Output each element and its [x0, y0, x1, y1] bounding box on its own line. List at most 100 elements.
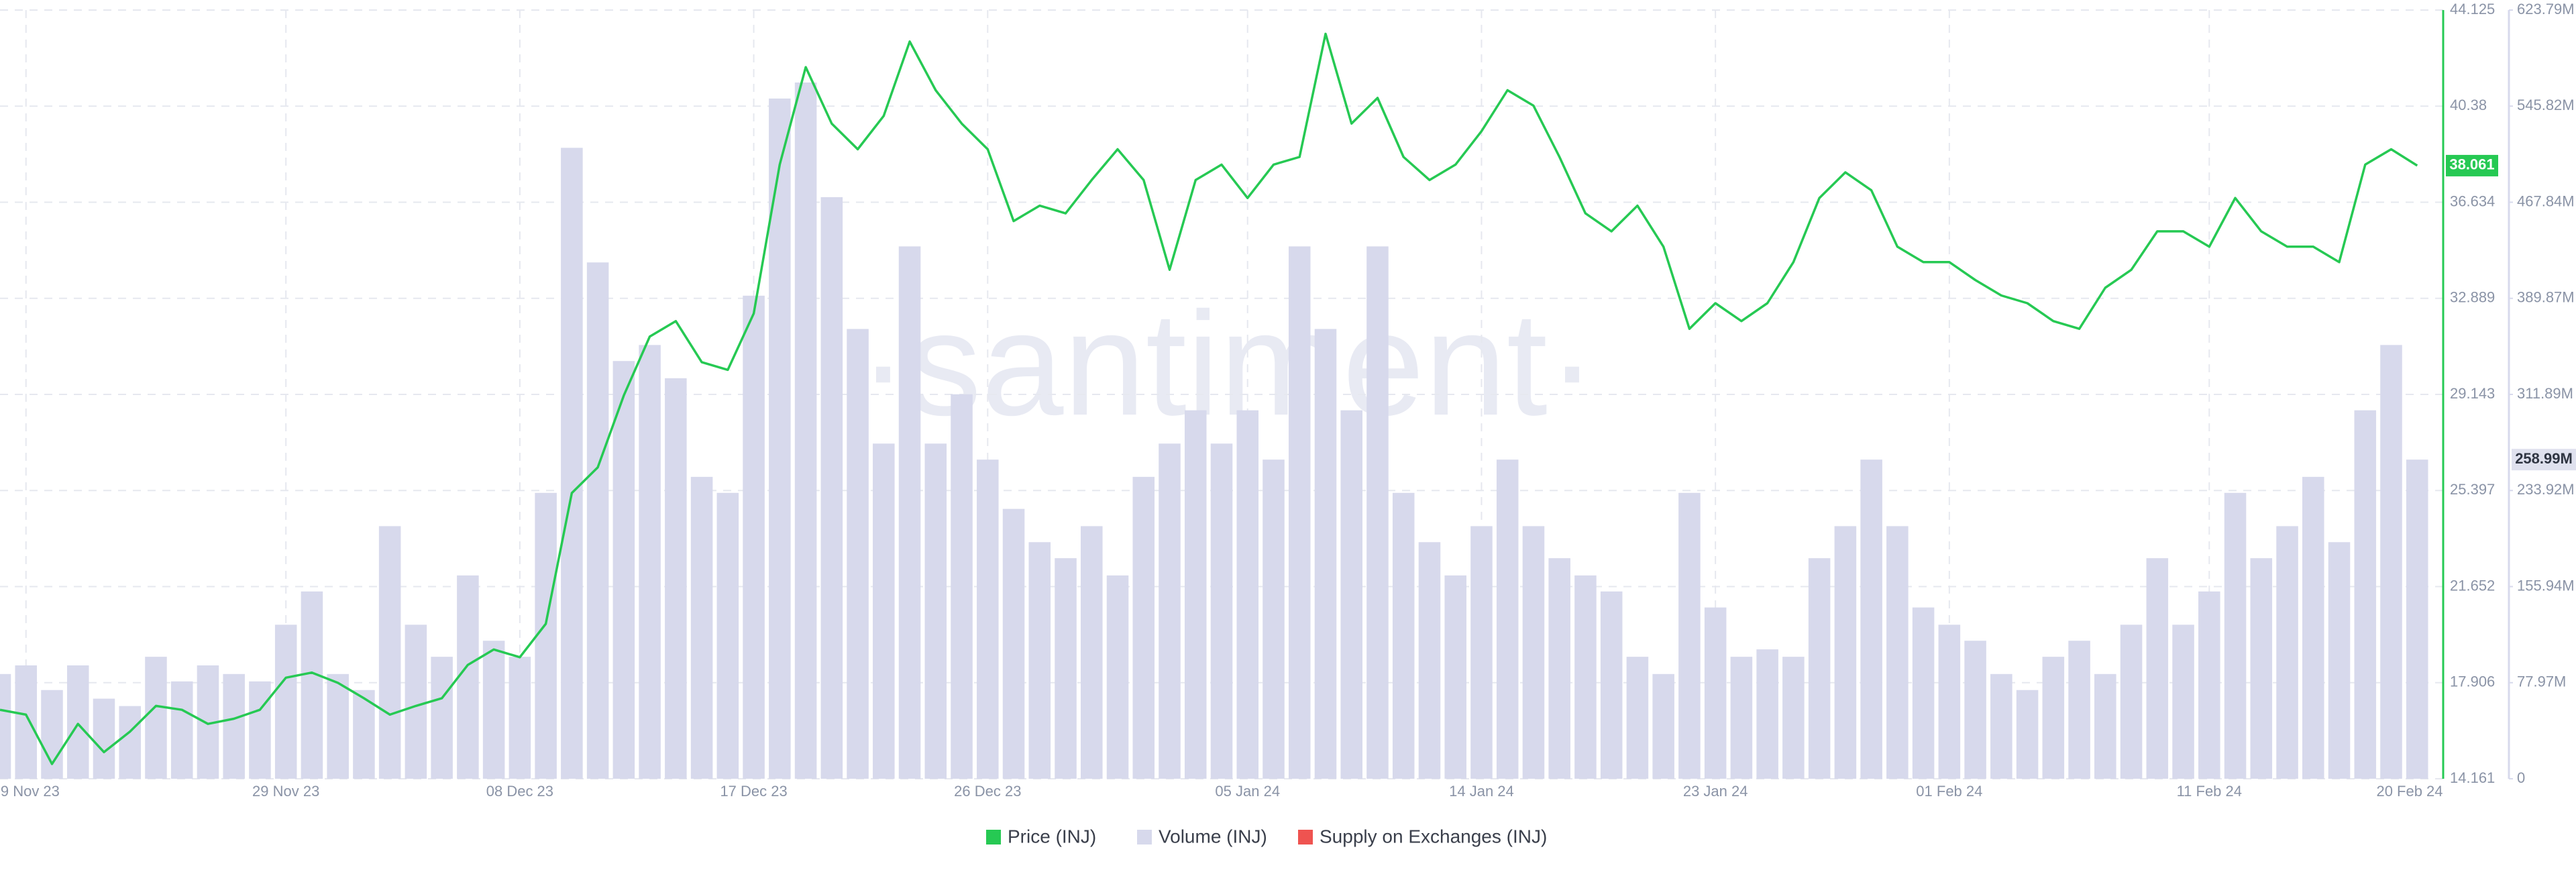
- y-tick-label: 44.125: [2450, 1, 2495, 17]
- y-tick-label: 17.906: [2450, 673, 2495, 690]
- volume-bar: [1028, 542, 1051, 779]
- volume-bar: [1522, 526, 1545, 779]
- volume-bar: [1886, 526, 1909, 779]
- volume-bar: [2016, 690, 2039, 779]
- volume-bar: [1782, 657, 1805, 779]
- volume-bar: [1366, 246, 1389, 779]
- volume-bar: [1808, 558, 1831, 779]
- volume-bar: [1496, 459, 1519, 779]
- x-tick-label: 29 Nov 23: [252, 783, 319, 800]
- volume-bar: [1055, 558, 1077, 779]
- volume-bar: [353, 690, 375, 779]
- current-price-label: 38.061: [2449, 156, 2494, 173]
- y-tick-label: 25.397: [2450, 481, 2495, 498]
- volume-bar: [249, 681, 271, 779]
- y2-tick-label: 311.89M: [2517, 385, 2573, 402]
- volume-bar: [716, 492, 739, 779]
- volume-bar: [1964, 641, 1986, 779]
- volume-bar: [93, 698, 115, 779]
- price-line: [0, 32, 2418, 765]
- volume-bar: [1444, 575, 1466, 779]
- volume-bar: [15, 665, 38, 779]
- volume-bar: [561, 148, 583, 779]
- volume-bar: [1574, 575, 1597, 779]
- volume-bar: [1340, 410, 1362, 779]
- volume-bar: [145, 657, 167, 779]
- watermark: ·santiment·: [859, 281, 1597, 446]
- y-tick-label: 36.634: [2450, 193, 2495, 209]
- volume-bar: [457, 575, 479, 779]
- legend-label: Price (INJ): [1008, 826, 1096, 847]
- volume-bar: [1730, 657, 1753, 779]
- volume-bar: [820, 197, 843, 779]
- legend-swatch: [986, 830, 1001, 844]
- legend-label: Volume (INJ): [1159, 826, 1267, 847]
- y-tick-label: 40.38: [2450, 97, 2487, 113]
- volume-bar: [223, 673, 245, 779]
- volume-bar: [431, 657, 453, 779]
- volume-bar: [1938, 624, 1961, 779]
- volume-bar: [2276, 526, 2298, 779]
- volume-bar: [2146, 558, 2169, 779]
- volume-bar: [301, 591, 323, 779]
- volume-bar: [2042, 657, 2065, 779]
- current-price-box: [2446, 154, 2498, 176]
- volume-bar: [119, 706, 141, 779]
- volume-bar: [1236, 410, 1259, 779]
- volume-bar: [378, 526, 401, 779]
- y2-tick-label: 0: [2517, 769, 2525, 786]
- volume-bar: [898, 246, 921, 779]
- volume-bar: [41, 690, 63, 779]
- volume-bar: [170, 681, 193, 779]
- volume-bar: [1860, 459, 1882, 779]
- volume-bar: [665, 378, 687, 779]
- volume-bar: [612, 361, 635, 779]
- x-tick-label: 14 Jan 24: [1449, 783, 1514, 800]
- volume-bar: [951, 394, 973, 779]
- volume-bar: [1548, 558, 1570, 779]
- y2-tick-label: 233.92M: [2517, 481, 2575, 498]
- volume-bar: [1002, 508, 1025, 779]
- volume-bar: [639, 345, 661, 779]
- volume-bar: [327, 673, 349, 779]
- x-tick-label: 05 Jan 24: [1215, 783, 1280, 800]
- volume-bar: [1418, 542, 1441, 779]
- volume-bar: [0, 673, 11, 779]
- y2-tick-label: 623.79M: [2517, 1, 2575, 17]
- y2-tick-label: 467.84M: [2517, 193, 2575, 209]
- volume-bar: [2198, 591, 2220, 779]
- volume-bar: [794, 83, 817, 779]
- volume-bar: [1263, 459, 1285, 779]
- current-volume-label: 258.99M: [2515, 450, 2573, 467]
- x-tick-label: 01 Feb 24: [1916, 783, 1982, 800]
- volume-bars: [0, 83, 2428, 779]
- volume-bar: [977, 459, 999, 779]
- volume-bar: [847, 329, 869, 779]
- x-tick-label: 26 Dec 23: [954, 783, 1021, 800]
- volume-bar: [1392, 492, 1415, 779]
- volume-bar: [1159, 443, 1181, 779]
- volume-bar: [1990, 673, 2012, 779]
- y2-tick-label: 77.97M: [2517, 673, 2566, 690]
- volume-bar: [1600, 591, 1623, 779]
- volume-bar: [1081, 526, 1103, 779]
- volume-bar: [508, 657, 531, 779]
- volume-bar: [690, 476, 713, 779]
- volume-bar: [1678, 492, 1701, 779]
- volume-bar: [405, 624, 427, 779]
- legend-label: Supply on Exchanges (INJ): [1320, 826, 1547, 847]
- y-tick-label: 29.143: [2450, 385, 2495, 402]
- volume-bar: [1626, 657, 1649, 779]
- volume-bar: [1314, 329, 1337, 779]
- x-tick-label: 08 Dec 23: [486, 783, 553, 800]
- y-tick-label: 21.652: [2450, 577, 2495, 594]
- volume-bar: [1470, 526, 1493, 779]
- volume-bar: [2172, 624, 2194, 779]
- volume-bar: [535, 492, 557, 779]
- x-tick-label: 20 Feb 24: [2376, 783, 2443, 800]
- volume-bar: [2120, 624, 2143, 779]
- x-tick-label: 23 Jan 24: [1683, 783, 1748, 800]
- legend-swatch: [1137, 830, 1152, 844]
- volume-bar: [2380, 345, 2402, 779]
